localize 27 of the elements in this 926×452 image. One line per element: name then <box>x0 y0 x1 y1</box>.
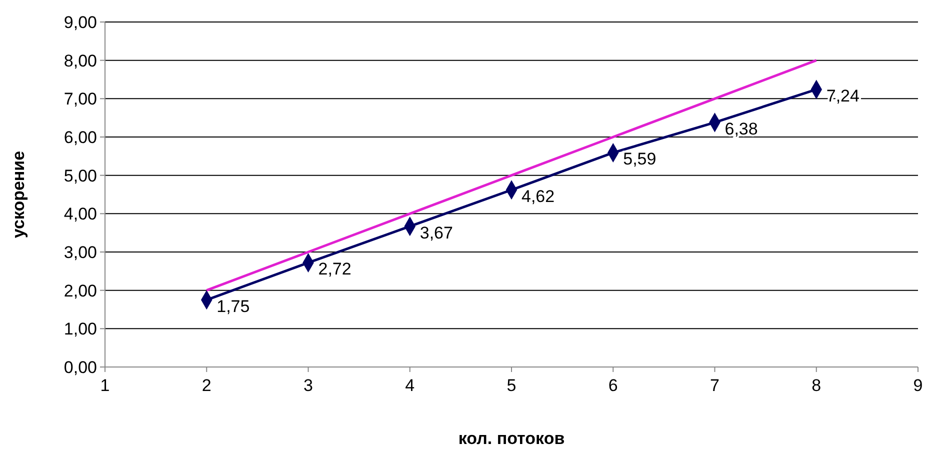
y-tick-label: 7,00 <box>64 90 97 109</box>
x-tick-label: 3 <box>304 376 313 395</box>
x-axis-title: кол. потоков <box>458 429 565 448</box>
x-tick-label: 4 <box>405 376 415 395</box>
y-axis-title: ускорение <box>9 150 28 238</box>
y-tick-label: 4,00 <box>64 204 97 224</box>
x-tick-label: 8 <box>812 376 822 395</box>
data-label: 4,62 <box>522 186 555 206</box>
x-tick-label: 9 <box>913 376 923 395</box>
x-tick-label: 2 <box>202 376 212 395</box>
x-tick-label: 6 <box>608 376 618 395</box>
x-tick-label: 5 <box>506 376 516 395</box>
y-tick-label: 0,00 <box>64 358 97 377</box>
y-tick-label: 3,00 <box>64 242 97 262</box>
x-tick-label: 7 <box>710 376 720 395</box>
data-label: 5,59 <box>623 150 656 169</box>
y-tick-label: 6,00 <box>64 128 97 147</box>
data-label: 1,75 <box>216 296 250 316</box>
y-tick-label: 5,00 <box>64 166 97 186</box>
data-label: 6,38 <box>724 119 758 138</box>
x-tick-label: 1 <box>100 376 110 395</box>
y-tick-label: 8,00 <box>64 51 97 70</box>
y-tick-label: 9,00 <box>64 12 97 32</box>
y-tick-label: 2,00 <box>64 281 97 300</box>
y-tick-label: 1,00 <box>64 320 97 339</box>
data-label: 3,67 <box>420 223 453 242</box>
data-label: 2,72 <box>318 260 352 279</box>
